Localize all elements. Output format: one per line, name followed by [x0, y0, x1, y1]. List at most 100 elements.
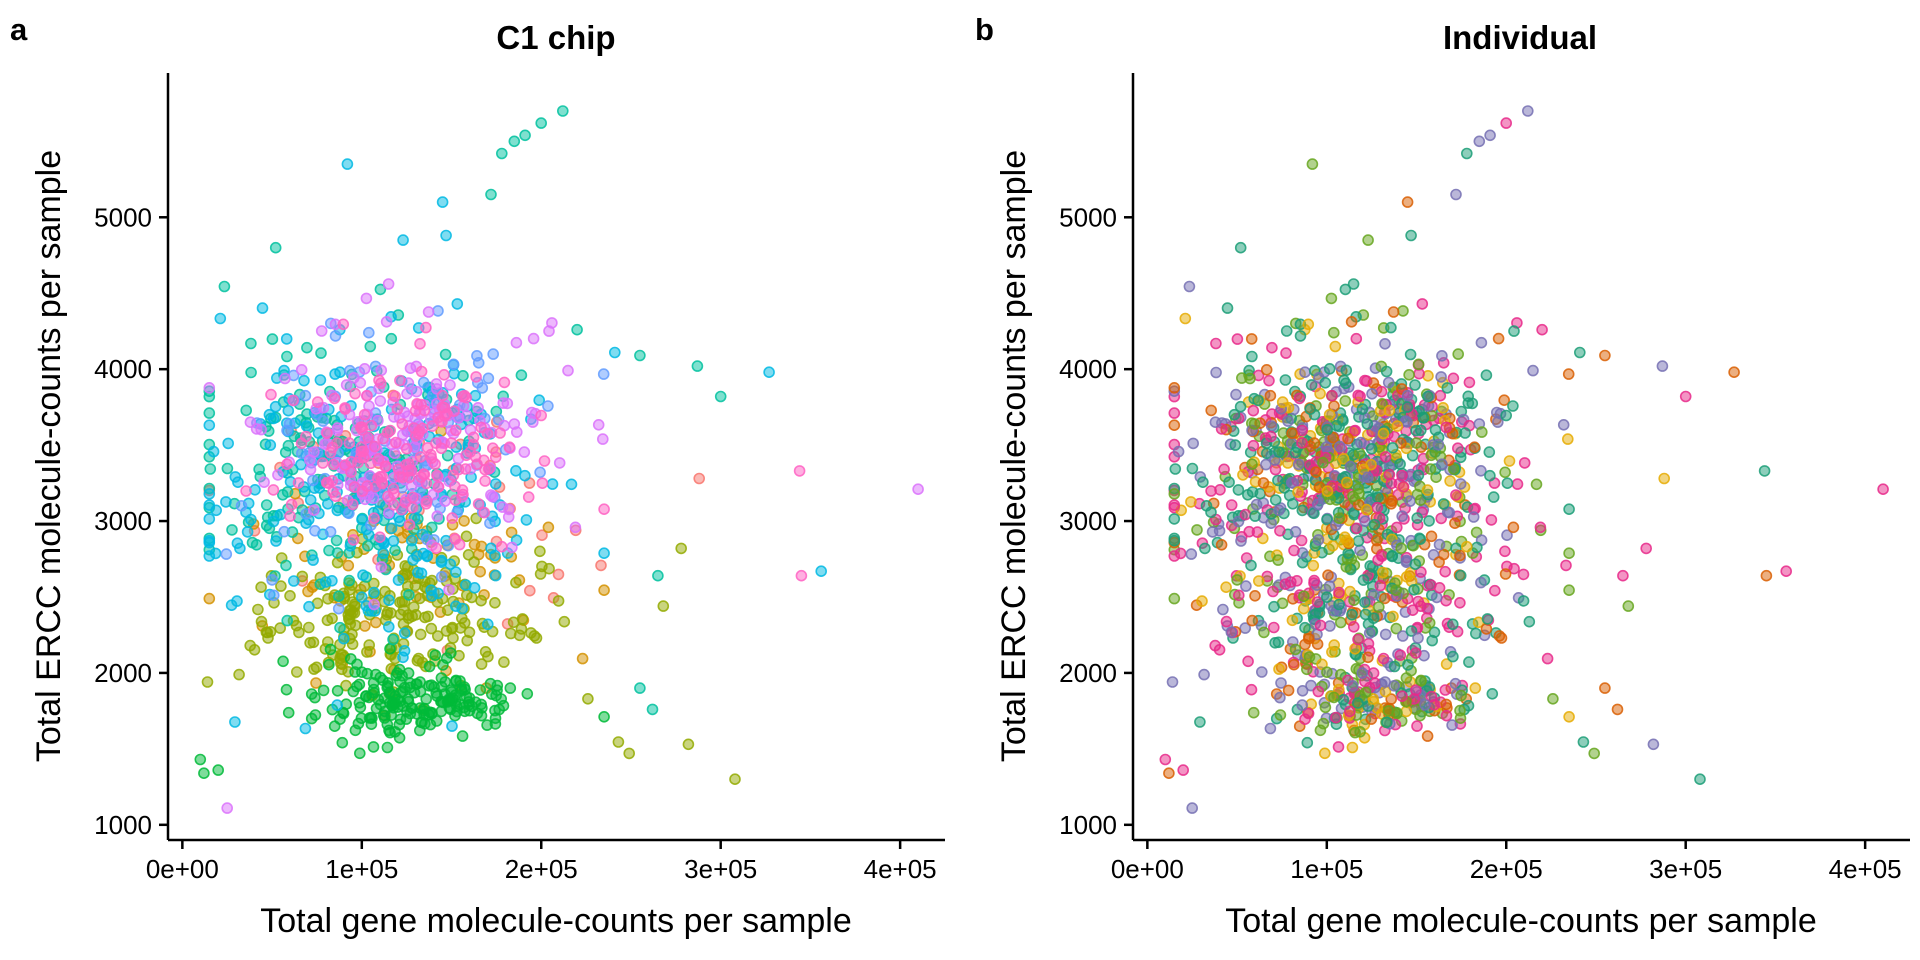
data-point [1242, 655, 1254, 668]
data-point [479, 475, 491, 487]
data-point [1369, 677, 1381, 690]
data-point [1233, 589, 1245, 602]
data-point [435, 570, 448, 583]
data-point [326, 574, 338, 587]
data-point [1168, 407, 1181, 419]
data-point [1758, 465, 1771, 477]
data-point [1361, 418, 1374, 430]
data-point [1492, 416, 1504, 428]
data-point [334, 621, 346, 634]
data-point [1377, 566, 1389, 579]
data-point [327, 486, 339, 498]
data-point [1562, 433, 1574, 445]
data-point [1411, 720, 1423, 732]
data-point [1292, 486, 1304, 498]
data-point [386, 697, 399, 709]
data-point [1356, 403, 1369, 415]
data-point [612, 736, 625, 748]
data-point [364, 340, 377, 353]
data-point [353, 747, 366, 760]
data-point [495, 147, 508, 160]
data-point [1289, 525, 1302, 538]
data-point [327, 458, 340, 471]
y-tick-label: 1000 [1059, 810, 1117, 840]
data-point [449, 709, 461, 722]
y-tick-label: 5000 [1059, 202, 1117, 232]
data-point [538, 455, 551, 467]
data-point [439, 348, 452, 361]
data-point [1279, 374, 1292, 386]
data-point [356, 485, 369, 498]
data-point [448, 367, 460, 380]
data-point [1481, 613, 1494, 625]
data-point [235, 499, 248, 512]
data-point [1363, 627, 1376, 639]
data-point [1379, 628, 1392, 641]
data-point [368, 512, 380, 525]
data-point [481, 719, 493, 731]
data-point [1400, 570, 1413, 583]
data-point [1489, 584, 1501, 597]
data-point [519, 129, 531, 142]
data-point [1168, 499, 1181, 511]
data-point [1265, 430, 1277, 443]
data-point [1273, 663, 1285, 675]
data-point [287, 394, 299, 407]
data-point [1312, 498, 1324, 511]
data-point [1347, 490, 1359, 503]
data-point [1328, 326, 1340, 339]
data-point [1425, 449, 1437, 462]
data-point [553, 457, 566, 469]
data-point [596, 433, 609, 445]
data-point [1390, 584, 1402, 597]
data-point [1503, 455, 1516, 467]
data-point [285, 498, 298, 511]
data-point [1310, 466, 1322, 479]
data-point [1372, 491, 1384, 504]
data-point [1493, 630, 1506, 642]
data-point [302, 585, 314, 598]
panel-a-y-axis-label: Total ERCC molecule-counts per sample [30, 150, 68, 762]
data-point [1422, 390, 1434, 403]
data-point [1292, 458, 1305, 471]
data-point [471, 458, 483, 471]
data-point [1421, 602, 1433, 615]
data-point [330, 534, 343, 547]
data-point [422, 610, 434, 623]
data-point [1530, 478, 1543, 491]
data-point [1329, 340, 1342, 353]
data-point [1406, 449, 1419, 462]
data-point [220, 548, 233, 560]
data-point [403, 589, 415, 601]
data-point [1371, 534, 1383, 547]
data-point [450, 674, 462, 687]
data-point [1365, 442, 1378, 455]
data-point [1397, 305, 1409, 317]
data-point [1381, 716, 1393, 729]
data-point [1288, 658, 1300, 671]
data-point [515, 369, 528, 382]
data-point [315, 325, 328, 337]
data-point [309, 524, 321, 537]
data-point [442, 539, 455, 552]
data-point [361, 389, 373, 402]
data-point [1452, 348, 1464, 360]
data-point [449, 533, 462, 546]
data-point [1249, 589, 1261, 602]
data-point [1282, 684, 1295, 697]
data-point [384, 424, 397, 437]
data-point [482, 372, 495, 385]
data-point [358, 580, 371, 592]
data-point [1206, 526, 1219, 538]
data-point [1239, 622, 1251, 634]
data-point [420, 321, 432, 334]
x-tick-label: 1e+05 [325, 854, 398, 884]
data-point [475, 421, 487, 434]
data-point [349, 387, 361, 400]
data-point [1356, 667, 1369, 679]
data-point [1183, 280, 1196, 293]
data-point [256, 302, 269, 314]
data-point [1352, 633, 1364, 646]
data-point [501, 397, 514, 410]
data-point [204, 463, 217, 475]
